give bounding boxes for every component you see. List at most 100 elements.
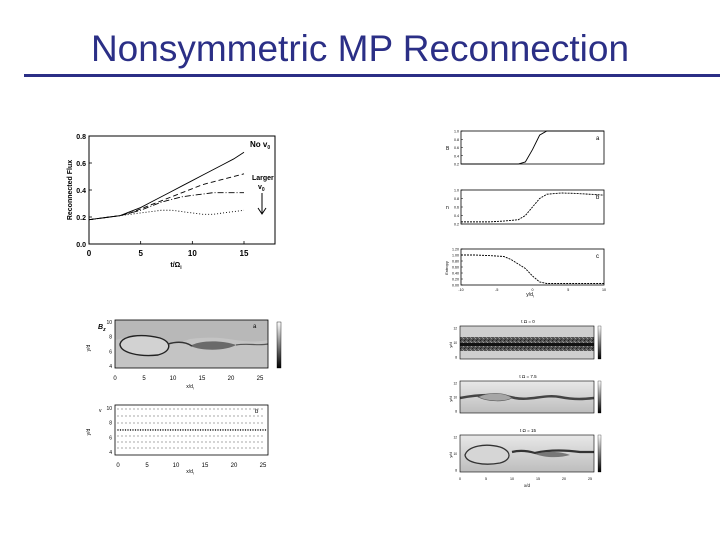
snapshot-2-title: t Ω = 7.5 <box>519 374 537 379</box>
scatter-b-dot <box>177 447 179 449</box>
snapshot-2-frame <box>459 380 595 414</box>
scatter-b-dot <box>237 435 239 437</box>
scatter-b-ytick-label: 10 <box>106 406 112 412</box>
scatter-b-dot <box>237 441 239 443</box>
scatter-b-dot <box>239 429 242 431</box>
scatter-b-dot <box>157 408 159 410</box>
scatter-b-dot <box>125 447 127 449</box>
density-a-ytick-label: 8 <box>109 335 112 341</box>
profile-xtick-label: -5 <box>495 288 498 292</box>
snapshot-ytick-label: 8 <box>455 469 457 473</box>
scatter-b-dot <box>125 415 127 417</box>
scatter-b-dot <box>257 447 259 449</box>
scatter-b-ytick-label: 8 <box>109 421 112 427</box>
snapshot-ytick-label: 12 <box>453 327 457 331</box>
profile-ticks: 1.0 0.8 0.6 0.4 0.2 1.0 0.8 0.6 0.4 0.2 1.20 1.00 0.… <box>452 130 606 293</box>
scatter-b-dot <box>165 441 167 443</box>
scatter-b-dot <box>127 429 129 431</box>
profile-ytick-label: 0.40 <box>452 272 459 276</box>
profile-a-frame <box>460 130 605 165</box>
scatter-b-dot <box>147 429 149 431</box>
profile-xtick-label: 5 <box>567 288 569 292</box>
snapshot-1-colorbar <box>597 325 602 360</box>
density-a-frame <box>114 319 269 369</box>
scatter-b-dot <box>229 441 231 443</box>
scatter-b-dot <box>189 441 191 443</box>
scatter-b-dot <box>117 408 119 410</box>
scatter-b-dot <box>229 429 232 431</box>
flux-series-line <box>88 192 244 221</box>
profile-xtick-label: -10 <box>458 288 463 292</box>
scatter-b-dot <box>137 447 139 449</box>
scatter-b-dot <box>261 447 263 449</box>
snapshot-ytick-label: 12 <box>453 436 457 440</box>
snapshot-ytick-label: 10 <box>453 396 457 400</box>
snapshot-3-title: t Ω = 15 <box>520 428 537 433</box>
scatter-b-dot <box>177 408 179 410</box>
scatter-b-dot <box>209 447 211 449</box>
density-a-ticks: 0 5 10 15 20 25 10 8 6 4 <box>106 320 264 382</box>
scatter-b-dot <box>213 447 215 449</box>
scatter-b-dot <box>149 441 151 443</box>
scatter-b-dot <box>129 415 131 417</box>
scatter-b-dot <box>137 441 139 443</box>
scatter-b-dot <box>157 429 159 431</box>
scatter-b-dot <box>133 422 135 424</box>
scatter-b-dot <box>165 415 167 417</box>
profile-ytick-label: 0.2 <box>454 163 459 167</box>
scatter-b-dot <box>149 422 151 424</box>
scatter-b-dot <box>125 408 127 410</box>
scatter-b-dot <box>117 415 119 417</box>
scatter-b-dot <box>161 441 163 443</box>
scatter-b-dot <box>141 415 143 417</box>
scatter-b-dot <box>257 415 259 417</box>
larger-v0-arrow-head <box>257 207 267 215</box>
scatter-b-ytick-label: 4 <box>109 450 112 456</box>
scatter-b-dot <box>261 415 263 417</box>
scatter-b-dot <box>137 415 139 417</box>
scatter-b-dot <box>117 429 119 431</box>
scatter-b-dot <box>142 429 144 431</box>
snapshot-2-colorbar <box>597 380 602 414</box>
scatter-b-dot <box>162 429 164 431</box>
scatter-b-dot <box>161 422 163 424</box>
scatter-b-dot <box>169 408 171 410</box>
flux-ticks: 0 5 10 15 0.0 0.2 0.4 0.6 0.8 <box>76 134 249 258</box>
scatter-b-dot <box>241 447 243 449</box>
scatter-b-dot <box>165 447 167 449</box>
scatter-b-dot <box>233 447 235 449</box>
scatter-b-dot <box>209 435 211 437</box>
scatter-b-dot <box>249 415 251 417</box>
scatter-b-corner: v <box>99 408 102 414</box>
scatter-b-dot <box>149 435 151 437</box>
scatter-b-dot <box>205 422 207 424</box>
scatter-b-dot <box>221 435 223 437</box>
scatter-b-dot <box>201 408 203 410</box>
profile-xtick-label: 10 <box>602 288 606 292</box>
scatter-b-dot <box>252 429 254 431</box>
scatter-b-dot <box>133 415 135 417</box>
scatter-b-dot <box>121 447 123 449</box>
scatter-b-dot <box>229 408 231 410</box>
flux-xtick-label: 5 <box>138 249 143 258</box>
scatter-b-dot <box>249 429 252 431</box>
scatter-b-dot <box>121 408 123 410</box>
scatter-b-dot <box>157 415 159 417</box>
profile-ytick-label: 0.8 <box>454 138 459 142</box>
density-a-tail <box>235 343 269 346</box>
flux-series-line <box>88 151 245 221</box>
profiles-plot: 1.0 0.8 0.6 0.4 0.2 1.0 0.8 0.6 0.4 0.2 1.20 1.00 0.… <box>444 130 606 299</box>
scatter-b-dot <box>253 441 255 443</box>
scatter-b-dot <box>197 435 199 437</box>
scatter-b-dot <box>122 429 124 431</box>
scatter-b-dot <box>245 441 247 443</box>
scatter-b-dot <box>139 429 142 431</box>
slide-title: Nonsymmetric MP Reconnection <box>90 28 630 69</box>
scatter-b-dot <box>145 415 147 417</box>
scatter-b-dot <box>173 422 175 424</box>
scatter-b-dot <box>232 429 234 431</box>
profile-ytick-label: 1.0 <box>454 130 459 134</box>
flux-ylabel: Reconnected Flux <box>67 160 74 220</box>
snapshot-1-ylabel: y/d <box>448 342 453 347</box>
scatter-b-dot <box>217 422 219 424</box>
